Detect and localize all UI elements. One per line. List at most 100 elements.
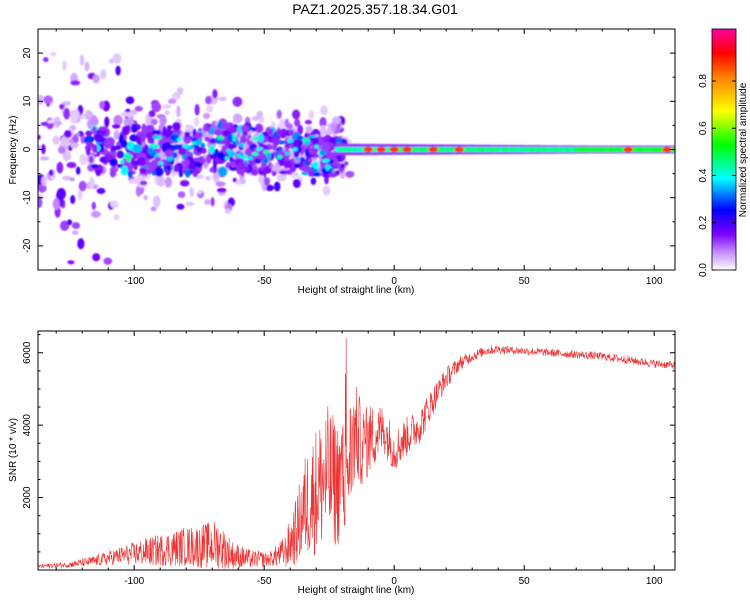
heatmap-cell [176, 105, 181, 118]
heatmap-cell [104, 116, 110, 128]
heatmap-cell [68, 138, 74, 144]
heatmap-cell [226, 148, 232, 153]
heatmap-cell [304, 119, 313, 125]
heatmap-cell [203, 124, 209, 132]
heatmap-cell [109, 158, 118, 165]
heatmap-y-tick-label: 20 [22, 47, 33, 59]
colorbar-tick-label: 0.4 [698, 168, 709, 182]
heatmap-cell [47, 119, 56, 124]
heatmap-cell [75, 166, 81, 175]
heatmap-cell [214, 148, 219, 155]
heatmap-cell [195, 174, 204, 179]
heatmap-cell [99, 100, 105, 110]
heatmap-cell [194, 139, 202, 146]
heatmap-cell [279, 118, 285, 131]
heatmap-cell [89, 156, 94, 163]
heatmap-cell [52, 135, 60, 146]
heatmap-cell [193, 157, 203, 162]
heatmap-cell [245, 147, 252, 157]
heatmap-cell [62, 59, 67, 71]
heatmap-cell [239, 135, 247, 144]
heatmap-cell [59, 103, 65, 109]
heatmap-cell [172, 144, 180, 151]
heatmap-cell [103, 257, 113, 265]
heatmap-cell [116, 152, 122, 158]
heatmap-cell [288, 129, 294, 136]
colorbar-tick-label: 0.8 [698, 74, 709, 88]
heatmap-cell [276, 174, 287, 182]
heatmap-cell [152, 135, 160, 140]
heatmap-cell [254, 158, 262, 164]
heatmap-cell [247, 140, 253, 146]
heatmap-cell [151, 144, 160, 149]
heatmap-cell [177, 191, 186, 199]
heatmap-cell [50, 52, 57, 57]
heatmap-cell [292, 147, 298, 152]
heatmap-cell [78, 180, 87, 192]
heatmap-cell [69, 109, 80, 122]
heatmap-cell [40, 121, 49, 126]
snr-x-tick-label: 100 [646, 576, 663, 587]
heatmap-cell [312, 161, 320, 169]
heatmap-frame [37, 28, 676, 271]
heatmap-cell [232, 96, 243, 107]
heatmap-cell [240, 124, 250, 133]
heatmap-cell [265, 184, 274, 192]
heatmap-cell [43, 57, 49, 63]
heatmap-cell [179, 179, 190, 187]
heatmap-cell [186, 124, 194, 132]
heatmap-cell [224, 156, 230, 161]
heatmap-cell [185, 201, 194, 207]
heatmap-cell [59, 220, 70, 231]
heatmap-cell [150, 118, 158, 126]
heatmap-cell [90, 164, 98, 169]
heatmap-cell [131, 152, 139, 160]
heatmap-cell [298, 140, 303, 147]
heatmap-cell [308, 110, 314, 120]
heatmap-cell [236, 153, 242, 158]
heatmap-cell [63, 107, 71, 120]
heatmap-cell [257, 133, 264, 143]
heatmap-cell [177, 87, 184, 95]
heatmap-cell [389, 147, 400, 152]
heatmap-cell [189, 186, 194, 198]
heatmap-cell [299, 165, 308, 172]
heatmap-cell [170, 135, 179, 141]
heatmap-cell [86, 142, 94, 148]
heatmap-cell [91, 201, 96, 210]
heatmap-cell [148, 110, 156, 118]
heatmap-cell [322, 158, 330, 163]
heatmap-cell [224, 208, 231, 214]
heatmap-cell [237, 161, 246, 170]
heatmap-cell [131, 123, 137, 133]
colorbar-gradient [711, 28, 737, 271]
heatmap-cell [330, 121, 337, 132]
heatmap-cell [139, 168, 147, 175]
heatmap-cell [208, 144, 216, 155]
heatmap-cell [197, 189, 202, 195]
heatmap-cell [164, 149, 174, 158]
heatmap-cell [38, 145, 42, 151]
heatmap-cell [314, 172, 321, 177]
heatmap-cell [324, 129, 333, 136]
heatmap-cell [231, 133, 236, 138]
heatmap-cell [56, 161, 64, 174]
heatmap-cell [90, 116, 99, 126]
heatmap-cell [333, 162, 342, 168]
heatmap-cell [221, 123, 231, 128]
heatmap-cell [71, 230, 79, 235]
heatmap-cell [319, 149, 326, 156]
heatmap-cell [213, 129, 223, 136]
heatmap-cell [428, 147, 439, 152]
heatmap-cell [345, 170, 355, 178]
heatmap-cell [77, 189, 83, 201]
heatmap-cell [165, 169, 171, 176]
heatmap-cell [228, 126, 238, 134]
heatmap-cell [109, 150, 117, 157]
heatmap-cell [120, 165, 128, 176]
heatmap-cell [269, 128, 274, 134]
heatmap-cell [56, 188, 67, 200]
colorbar-tick-label: 0.2 [698, 215, 709, 229]
